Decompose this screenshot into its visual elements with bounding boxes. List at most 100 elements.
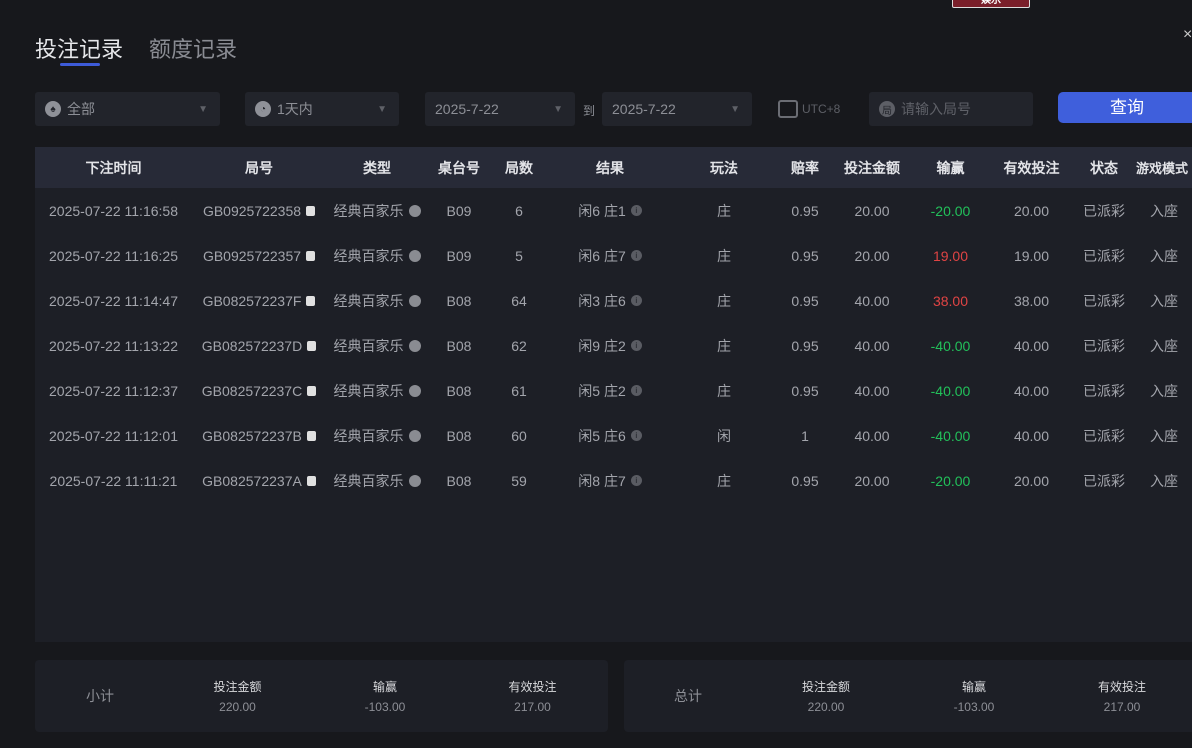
copy-icon[interactable] [307, 385, 317, 396]
game-detail-icon[interactable] [408, 474, 421, 487]
game-type-text: 经典百家乐 [333, 247, 404, 264]
timezone-label: UTC+8 [802, 102, 841, 116]
info-icon[interactable]: i [630, 205, 642, 216]
info-icon[interactable]: i [630, 385, 642, 396]
copy-icon[interactable] [307, 340, 317, 351]
cell-game-type: 经典百家乐 [326, 471, 428, 491]
cell-table-no: B09 [428, 203, 490, 219]
table-no-text: B09 [446, 247, 472, 264]
bet-time-text: 2025-07-22 11:11:21 [49, 472, 178, 489]
tab-bar: 投注记录 额度记录 [35, 32, 238, 66]
cell-bet-amount: 20.00 [834, 248, 910, 264]
cell-odds: 0.95 [776, 293, 834, 309]
header-win-loss: 输赢 [936, 159, 965, 176]
round-count-text: 59 [511, 472, 527, 489]
date-from-picker[interactable]: 2025-7-22 ▼ [425, 92, 575, 126]
result-text: 闲3 庄6 [578, 292, 626, 309]
cell-odds: 1 [776, 428, 834, 444]
cell-bet-time: 2025-07-22 11:11:21 [35, 473, 192, 489]
game-type-text: 经典百家乐 [333, 427, 404, 444]
info-icon[interactable]: i [630, 250, 642, 261]
info-icon[interactable]: i [630, 430, 642, 441]
header-round-id: 局号 [245, 159, 273, 176]
close-icon[interactable]: × [1183, 26, 1192, 43]
cell-game-mode: 入座 [1136, 201, 1192, 221]
spade-icon: ♠ [45, 101, 61, 117]
subtotal-win: 输赢 -103.00 [310, 678, 460, 714]
cell-game-mode: 入座 [1136, 291, 1192, 311]
cell-table-no: B08 [428, 383, 490, 399]
cell-odds: 0.95 [776, 203, 834, 219]
odds-text: 0.95 [791, 337, 819, 354]
bet-time-text: 2025-07-22 11:16:58 [49, 202, 178, 219]
bet-amount-text: 20.00 [854, 202, 890, 219]
valid-bet-text: 40.00 [1013, 337, 1050, 354]
copy-icon[interactable] [306, 205, 316, 216]
cell-valid-bet: 20.00 [991, 203, 1072, 219]
cell-status: 已派彩 [1072, 426, 1136, 446]
cell-status: 已派彩 [1072, 381, 1136, 401]
header-round-count: 局数 [505, 159, 533, 176]
time-range-select[interactable]: ◔ 1天内 ▼ [245, 92, 399, 126]
table-row: 2025-07-22 11:14:47 GB082572237F 经典百家乐 B08 6… [35, 278, 1192, 323]
copy-icon[interactable] [306, 295, 316, 306]
round-count-text: 64 [511, 292, 527, 309]
info-icon[interactable]: i [630, 295, 642, 306]
game-mode-text: 入座 [1150, 292, 1178, 309]
game-detail-icon[interactable] [408, 339, 421, 352]
table-row: 2025-07-22 11:11:21 GB082572237A 经典百家乐 B08 5… [35, 458, 1192, 503]
cell-round-id: GB082572237C [192, 383, 326, 399]
game-mode-text: 入座 [1150, 247, 1178, 264]
cell-result: 闲3 庄6 i [548, 291, 672, 311]
cell-bet-amount: 40.00 [834, 338, 910, 354]
cell-bet-time: 2025-07-22 11:16:58 [35, 203, 192, 219]
odds-text: 0.95 [791, 472, 819, 489]
round-count-text: 61 [511, 382, 527, 399]
label: 输赢 [372, 680, 397, 694]
cell-odds: 0.95 [776, 383, 834, 399]
odds-text: 0.95 [791, 247, 819, 264]
game-type-select[interactable]: ♠ 全部 ▼ [35, 92, 220, 126]
cell-round-id: GB082572237B [192, 428, 326, 444]
query-button[interactable]: 查询 [1058, 92, 1192, 123]
cell-round-count: 60 [490, 428, 548, 444]
copy-icon[interactable] [306, 250, 316, 261]
cell-table-no: B09 [428, 248, 490, 264]
date-to-picker[interactable]: 2025-7-22 ▼ [602, 92, 752, 126]
game-detail-icon[interactable] [408, 204, 421, 217]
cell-odds: 0.95 [776, 473, 834, 489]
info-icon[interactable]: i [630, 475, 642, 486]
game-detail-icon[interactable] [408, 429, 421, 442]
cell-status: 已派彩 [1072, 471, 1136, 491]
bet-time-text: 2025-07-22 11:14:47 [49, 292, 178, 309]
round-placeholder: 请输入局号 [901, 101, 971, 117]
cell-round-count: 59 [490, 473, 548, 489]
copy-icon[interactable] [306, 430, 316, 441]
header-bet-type: 玩法 [710, 159, 738, 176]
info-icon[interactable]: i [630, 340, 642, 351]
cell-status: 已派彩 [1072, 336, 1136, 356]
clock-icon: ◔ [255, 101, 271, 117]
cell-bet-type: 庄 [672, 291, 776, 311]
cell-result: 闲5 庄6 i [548, 426, 672, 446]
header-game-mode: 游戏模式 [1136, 161, 1189, 176]
game-detail-icon[interactable] [408, 384, 421, 397]
game-detail-icon[interactable] [408, 294, 421, 307]
win-loss-text: -40.00 [930, 382, 971, 399]
table-row: 2025-07-22 11:12:37 GB082572237C 经典百家乐 B08 6… [35, 368, 1192, 413]
header-bet-time: 下注时间 [85, 159, 142, 176]
result-text: 闲8 庄7 [578, 472, 626, 489]
valid-bet-text: 38.00 [1013, 292, 1050, 309]
round-number-input[interactable]: 局 请输入局号 [869, 92, 1033, 126]
game-detail-icon[interactable] [408, 249, 421, 262]
cell-bet-amount: 40.00 [834, 428, 910, 444]
table-row: 2025-07-22 11:13:22 GB082572237D 经典百家乐 B08 6… [35, 323, 1192, 368]
win-loss-text: -20.00 [930, 202, 971, 219]
result-text: 闲5 庄2 [578, 382, 626, 399]
tab-credit-records[interactable]: 额度记录 [149, 37, 238, 62]
copy-icon[interactable] [306, 475, 316, 486]
cell-result: 闲8 庄7 i [548, 471, 672, 491]
tab-bet-records[interactable]: 投注记录 [35, 32, 123, 66]
cell-round-count: 6 [490, 203, 548, 219]
value: -103.00 [953, 700, 995, 714]
